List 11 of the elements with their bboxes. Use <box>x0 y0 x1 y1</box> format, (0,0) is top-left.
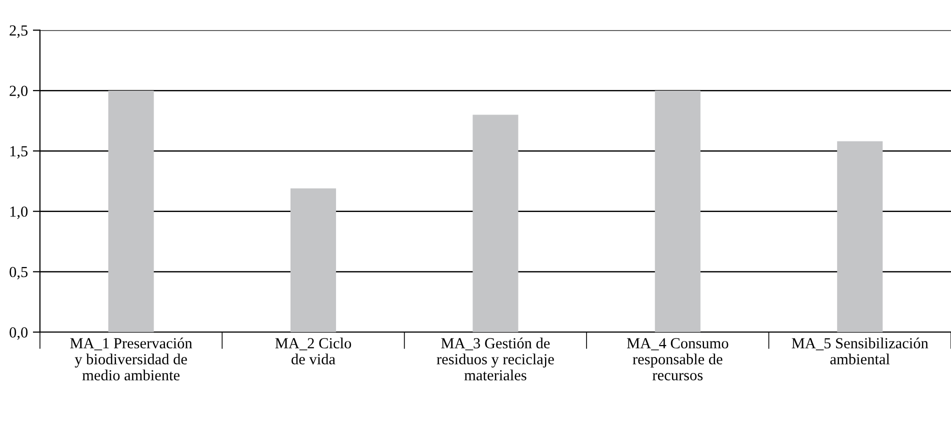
y-tick-label: 2,0 <box>10 86 28 98</box>
y-tick-label: 0,0 <box>10 327 28 340</box>
y-tick-label: 2,5 <box>10 25 28 38</box>
y-tick-label: 1,5 <box>10 146 28 159</box>
x-tick-label: MA_2 Ciclo de vida <box>275 338 352 364</box>
x-tick-label: MA_5 Sensibilización ambiental <box>792 338 928 364</box>
y-tick-label: 1,0 <box>10 206 28 219</box>
x-tick-label: MA_3 Gestión de residuos y reciclaje materiales <box>436 338 554 380</box>
x-tick-label: MA_4 Consumo responsable de recursos <box>626 338 728 380</box>
y-tick-label: 0,5 <box>10 266 28 280</box>
x-tick-label: MA_1 Preservación y biodiversidad de medio ambiente <box>70 338 192 380</box>
